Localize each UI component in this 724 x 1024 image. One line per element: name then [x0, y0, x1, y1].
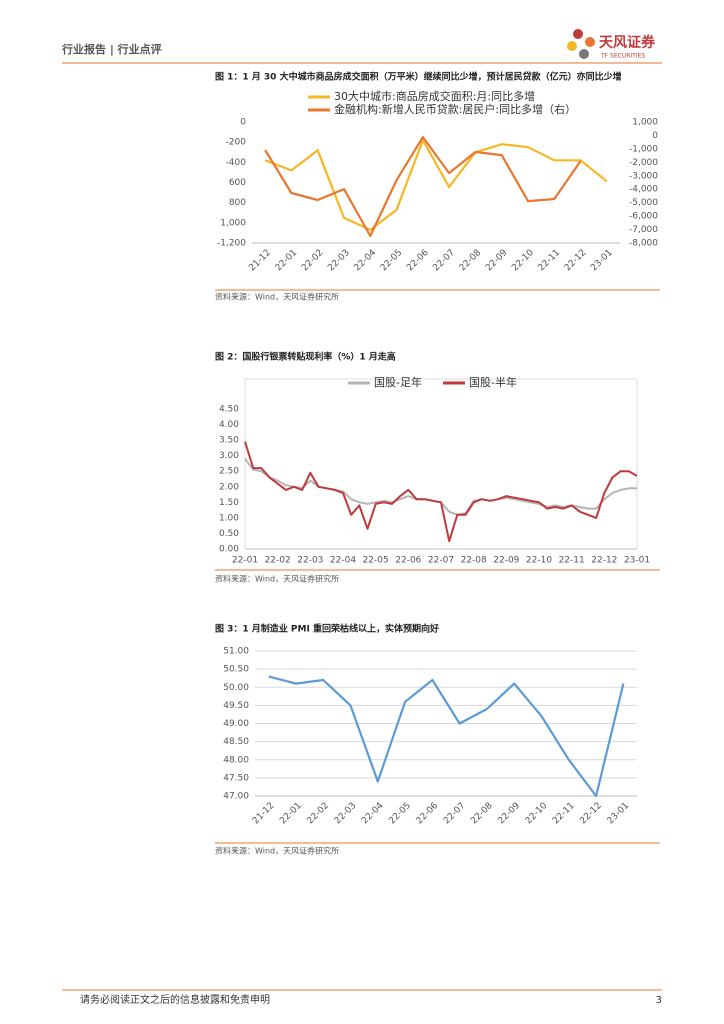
y-tick-label: 50.50 [223, 665, 249, 675]
figure-caption: 图 3：1 月制造业 PMI 重回荣枯线以上，实体预期向好 [215, 623, 439, 635]
x-tick-label: 22-07 [431, 248, 457, 274]
x-tick-label: 22-08 [458, 248, 484, 274]
x-tick-label: 22-06 [395, 556, 421, 566]
x-tick-label: 23-01 [606, 801, 632, 827]
y-tick-label: 3.50 [219, 436, 239, 446]
y-tick-label: 49.50 [223, 701, 249, 711]
x-tick-label: 21-12 [247, 248, 273, 274]
y-tick-label: 2.50 [219, 467, 239, 477]
x-tick-label: 22-09 [493, 556, 519, 566]
section-label: 行业报告 | 行业点评 [61, 42, 162, 56]
y-tick-label: 51.00 [223, 647, 249, 657]
x-tick-label: 22-05 [387, 801, 413, 827]
legend-label: 30大中城市:商品房成交面积:月:同比多增 [334, 89, 535, 103]
x-tick-label: 22-07 [442, 801, 468, 827]
x-tick-label: 22-09 [484, 248, 510, 274]
x-tick-label: 22-05 [379, 248, 405, 274]
y-tick-label: 48.50 [223, 737, 249, 747]
x-tick-label: 22-11 [551, 801, 577, 827]
x-tick-label: 22-03 [297, 556, 323, 566]
plot-frame [244, 378, 638, 550]
legend-label: 国股-足年 [374, 375, 422, 389]
x-tick-label: 22-12 [591, 556, 617, 566]
x-tick-label: 21-12 [251, 801, 277, 827]
x-tick-label: 22-02 [306, 801, 332, 827]
y-tick-label: 600 [229, 178, 246, 188]
x-tick-label: 22-12 [578, 801, 604, 827]
series-line [268, 675, 625, 798]
y-tick-label: 47.50 [223, 773, 249, 783]
page-number: 3 [656, 995, 662, 1006]
y2-tick-label: -4,000 [629, 185, 658, 195]
y2-tick-label: -7,000 [629, 225, 658, 235]
y-tick-label: 49.00 [223, 719, 249, 729]
y-tick-label: 1.50 [219, 498, 239, 508]
legend-label: 金融机构:新增人民币贷款:居民户:同比多增（右） [334, 102, 576, 116]
y-tick-label: 800 [229, 198, 246, 208]
x-tick-label: 22-10 [510, 248, 536, 274]
y-tick-label: -1,200 [217, 239, 246, 249]
x-tick-label: 22-03 [333, 801, 359, 827]
y-tick-label: 3.00 [219, 451, 239, 461]
x-tick-label: 22-11 [559, 556, 585, 566]
series-line [244, 441, 638, 543]
x-tick-label: 22-02 [300, 248, 326, 274]
x-tick-label: 22-01 [278, 801, 304, 827]
y2-tick-label: -2,000 [629, 158, 658, 168]
y-tick-label: 0.00 [219, 545, 239, 555]
figure-caption: 图 2：国股行银票转贴现利率（%）1 月走高 [215, 351, 396, 363]
series-line [264, 139, 608, 231]
y-tick-label: 4.00 [219, 420, 239, 430]
y-tick-label: -400 [226, 158, 247, 168]
x-tick-label: 22-03 [326, 248, 352, 274]
x-tick-label: 22-01 [232, 556, 258, 566]
x-tick-label: 22-02 [265, 556, 291, 566]
x-tick-label: 23-01 [589, 248, 615, 274]
disclaimer: 请务必阅读正文之后的信息披露和免责申明 [80, 993, 270, 1006]
x-tick-label: 22-04 [353, 248, 379, 274]
y2-tick-label: -3,000 [629, 171, 658, 181]
x-tick-label: 22-12 [563, 248, 589, 274]
x-tick-label: 22-11 [537, 248, 563, 274]
x-tick-label: 22-06 [405, 248, 431, 274]
y-tick-label: 48.00 [223, 755, 249, 765]
y2-tick-label: -1,000 [629, 144, 658, 154]
x-tick-label: 22-10 [526, 556, 552, 566]
logo-mark [567, 29, 595, 59]
y-tick-label: 0 [240, 118, 246, 128]
logo-en: TF SECURITIES [600, 53, 645, 60]
x-tick-label: 22-08 [461, 556, 487, 566]
y-tick-label: 50.00 [223, 683, 249, 693]
y-tick-label: 0.50 [219, 529, 239, 539]
y2-tick-label: -8,000 [629, 239, 658, 249]
figure-caption: 图 1：1 月 30 大中城市商品房成交面积（万平米）继续同比少增，预计居民贷款… [215, 71, 622, 83]
y-tick-label: 1,000 [220, 218, 246, 228]
y-tick-label: 2.00 [219, 482, 239, 492]
x-tick-label: 22-05 [363, 556, 389, 566]
source-note: 资料来源：Wind，天风证券研究所 [215, 292, 339, 302]
x-tick-label: 22-07 [428, 556, 454, 566]
x-tick-label: 23-01 [624, 556, 650, 566]
y-tick-label: 1.00 [219, 513, 239, 523]
x-tick-label: 22-01 [274, 248, 300, 274]
y2-tick-label: 0 [652, 131, 658, 141]
x-tick-label: 22-10 [524, 801, 550, 827]
y-tick-label: -200 [226, 138, 247, 148]
x-tick-label: 22-04 [330, 556, 356, 566]
x-tick-label: 22-08 [469, 801, 495, 827]
source-note: 资料来源：Wind，天风证券研究所 [215, 574, 339, 584]
y2-tick-label: -6,000 [629, 212, 658, 222]
y2-tick-label: -5,000 [629, 198, 658, 208]
x-tick-label: 22-04 [360, 801, 386, 827]
x-tick-label: 22-09 [497, 801, 523, 827]
series-line [264, 136, 582, 238]
y2-tick-label: 1,000 [632, 118, 658, 128]
x-tick-label: 22-06 [415, 801, 441, 827]
source-note: 资料来源：Wind，天风证券研究所 [215, 846, 339, 856]
y-tick-label: 47.00 [223, 792, 249, 802]
legend-label: 国股-半年 [469, 375, 517, 389]
logo-text: 天风证券 [599, 34, 656, 51]
y-tick-label: 4.50 [219, 405, 239, 415]
